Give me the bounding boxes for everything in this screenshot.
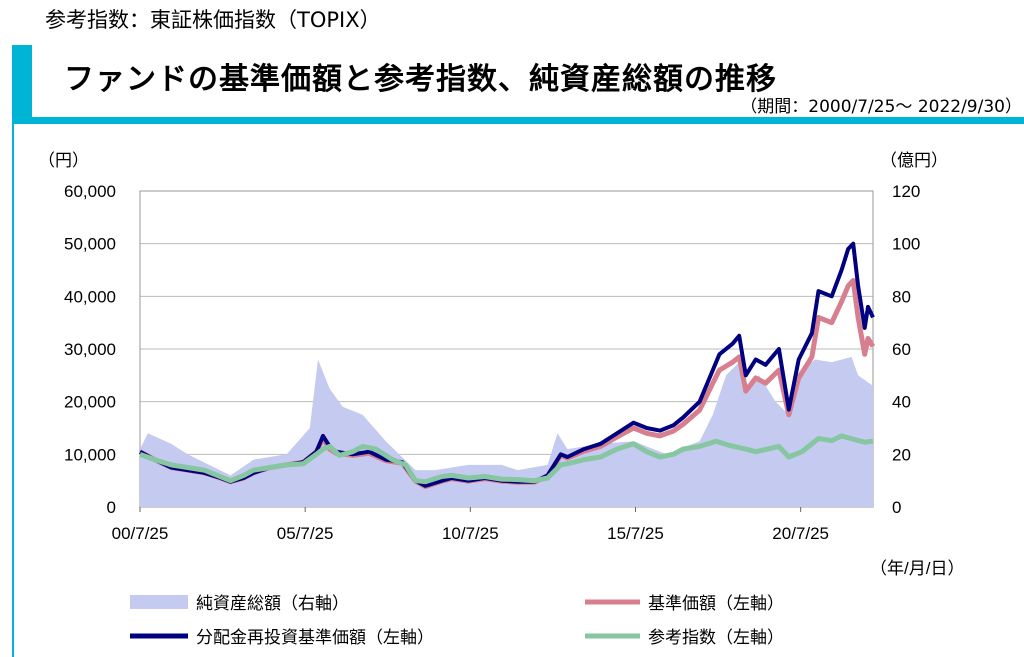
title-accent-bar: [12, 45, 32, 121]
x-tick-label: 10/7/25: [442, 524, 499, 543]
benchmark-subtitle: 参考指数：東証株価指数（TOPIX）: [45, 8, 381, 32]
net-assets-area: [140, 356, 873, 507]
right-axis-unit: （億円）: [880, 151, 948, 170]
y-tick-label: 50,000: [64, 235, 116, 254]
y-tick-label: 0: [107, 498, 116, 517]
y2-tick-label: 40: [892, 393, 911, 412]
y2-tick-label: 60: [892, 340, 911, 359]
legend: 純資産総額（右軸） 基準価額（左軸） 分配金再投資基準価額（左軸） 参考指数（左…: [130, 594, 784, 647]
legend-net-assets: 純資産総額（右軸）: [196, 594, 349, 613]
benchmark-line: [139, 433, 874, 485]
legend-benchmark: 参考指数（左軸）: [648, 628, 784, 647]
x-tick-label: 05/7/25: [277, 524, 334, 543]
left-axis-unit: （円）: [38, 151, 89, 170]
y-tick-label: 30,000: [64, 340, 116, 359]
legend-nav: 基準価額（左軸）: [648, 594, 784, 613]
y-tick-label: 10,000: [64, 445, 116, 464]
y2-tick-label: 80: [892, 287, 911, 306]
y-tick-label: 60,000: [64, 182, 116, 201]
y-tick-label: 40,000: [64, 287, 116, 306]
y2-tick-label: 20: [892, 445, 911, 464]
legend-swatch-net-assets: [130, 595, 188, 609]
x-tick-label: 00/7/25: [112, 524, 169, 543]
x-axis-unit: （年/月/日）: [870, 559, 964, 578]
legend-nav-reinvested: 分配金再投資基準価額（左軸）: [196, 628, 434, 647]
left-border-line: [12, 120, 14, 657]
x-tick-label: 15/7/25: [607, 524, 664, 543]
period-label: （期間：2000/7/25～ 2022/9/30）: [740, 97, 1022, 117]
x-tick-label: 20/7/25: [772, 524, 829, 543]
title-underline-bar: [12, 117, 1024, 124]
y2-tick-label: 120: [892, 182, 920, 201]
chart-title: ファンドの基準価額と参考指数、純資産総額の推移: [64, 62, 777, 97]
y2-tick-label: 100: [892, 235, 920, 254]
y-tick-label: 20,000: [64, 393, 116, 412]
y2-tick-label: 0: [892, 498, 901, 517]
